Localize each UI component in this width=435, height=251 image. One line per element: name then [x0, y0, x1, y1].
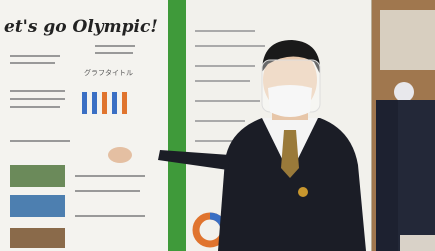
text-line [195, 45, 265, 47]
foreground-head [400, 235, 435, 251]
poster-title: et's go Olympic! [4, 17, 158, 37]
graph-bar [102, 92, 107, 114]
text-line [195, 100, 260, 102]
graph-title: グラフタイトル [84, 68, 133, 77]
graph-bar [112, 92, 117, 114]
text-line [10, 140, 70, 142]
text-line [10, 98, 65, 100]
text-line [195, 80, 250, 82]
text-line [75, 190, 140, 192]
graph-bar [122, 92, 127, 114]
window [380, 10, 435, 70]
text-line [95, 52, 133, 54]
text-line [10, 62, 55, 64]
text-line [10, 90, 65, 92]
photo: et's go Olympic! グラフタイトル [0, 0, 435, 251]
page: et's go Olympic! グラフタイトル [0, 0, 435, 251]
mask [268, 85, 312, 117]
poster-photo [10, 195, 65, 217]
badge [298, 187, 308, 197]
tie [281, 130, 299, 178]
text-line [75, 175, 145, 177]
text-line [10, 106, 60, 108]
text-line [10, 55, 60, 57]
background-person [398, 100, 435, 251]
poster-photo [10, 228, 65, 248]
graph-bar [82, 92, 87, 114]
background-head [394, 82, 414, 102]
poster-photo [10, 165, 65, 187]
graph-bar [92, 92, 97, 114]
hand [108, 147, 132, 163]
green-strip [168, 0, 186, 251]
text-line [95, 45, 135, 47]
text-line [195, 65, 255, 67]
text-line [195, 30, 255, 32]
text-line [195, 120, 245, 122]
text-line [75, 215, 145, 217]
